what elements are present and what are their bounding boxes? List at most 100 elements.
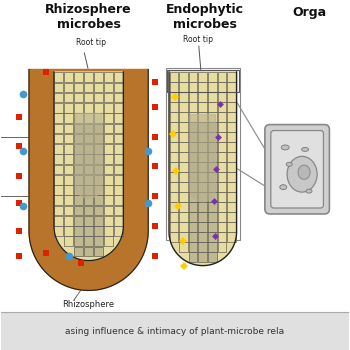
Bar <box>169 92 178 102</box>
Bar <box>218 212 226 222</box>
Bar <box>218 192 226 202</box>
Bar <box>54 113 63 123</box>
Bar <box>179 82 188 92</box>
Bar <box>94 237 103 246</box>
Bar <box>94 164 103 174</box>
Bar <box>84 175 93 184</box>
Bar <box>104 195 113 205</box>
Bar <box>218 132 226 142</box>
Bar <box>169 202 178 211</box>
Polygon shape <box>54 72 123 261</box>
Bar <box>228 232 236 241</box>
Bar <box>94 226 103 236</box>
Bar <box>228 222 236 232</box>
Bar <box>104 93 113 103</box>
Bar <box>198 132 207 142</box>
Text: Rhizosphere
microbes: Rhizosphere microbes <box>45 4 132 32</box>
Bar <box>54 93 63 103</box>
Bar <box>54 226 63 236</box>
Bar <box>208 142 217 152</box>
Bar <box>228 92 236 102</box>
Bar <box>94 154 103 164</box>
Bar <box>218 222 226 232</box>
Text: Rhizosphere: Rhizosphere <box>63 300 115 309</box>
Bar <box>54 216 63 226</box>
Bar <box>228 132 236 142</box>
Bar <box>189 182 197 191</box>
Bar <box>208 152 217 162</box>
Bar <box>179 192 188 202</box>
Ellipse shape <box>281 145 289 150</box>
Bar <box>228 212 236 222</box>
Bar <box>189 142 197 152</box>
Bar <box>189 192 197 202</box>
Bar <box>94 216 103 226</box>
Bar <box>104 103 113 113</box>
Bar <box>104 144 113 154</box>
Bar <box>189 72 197 82</box>
Bar <box>179 152 188 162</box>
Bar <box>114 124 123 133</box>
Bar <box>198 122 207 132</box>
Bar <box>84 113 93 123</box>
Bar <box>114 206 123 215</box>
Bar <box>198 212 207 222</box>
Bar <box>74 83 83 92</box>
Bar <box>167 70 239 92</box>
Bar <box>179 142 188 152</box>
Bar <box>104 185 113 195</box>
Bar <box>84 185 93 195</box>
Bar <box>94 185 103 195</box>
Bar <box>54 144 63 154</box>
Bar <box>218 72 226 82</box>
Bar <box>218 172 226 182</box>
Bar <box>114 134 123 143</box>
Bar <box>179 242 188 252</box>
Bar <box>94 247 103 256</box>
Bar <box>74 113 83 123</box>
Bar <box>104 83 113 92</box>
Bar <box>208 182 217 191</box>
Bar <box>114 93 123 103</box>
Bar <box>114 144 123 154</box>
Bar <box>179 122 188 132</box>
Bar <box>54 164 63 174</box>
Bar <box>64 216 73 226</box>
Bar <box>218 142 226 152</box>
Bar <box>94 144 103 154</box>
Bar <box>104 134 113 143</box>
Bar <box>218 102 226 112</box>
Bar <box>169 232 178 241</box>
Bar <box>198 102 207 112</box>
Bar <box>64 103 73 113</box>
Bar <box>74 216 83 226</box>
Bar <box>54 175 63 184</box>
Bar <box>114 185 123 195</box>
FancyBboxPatch shape <box>265 125 329 214</box>
Ellipse shape <box>287 156 317 192</box>
Bar <box>84 124 93 133</box>
Bar <box>74 164 83 174</box>
Bar <box>74 226 83 236</box>
Bar <box>198 242 207 252</box>
Bar <box>104 237 113 246</box>
Bar <box>208 202 217 211</box>
Bar <box>64 206 73 215</box>
Bar <box>208 112 217 121</box>
Bar <box>84 237 93 246</box>
Bar <box>198 142 207 152</box>
Bar <box>198 202 207 211</box>
Bar <box>166 68 239 240</box>
Bar <box>228 122 236 132</box>
Bar <box>228 102 236 112</box>
Bar <box>208 102 217 112</box>
Bar <box>228 202 236 211</box>
Bar <box>84 154 93 164</box>
Text: Endophytic
microbes: Endophytic microbes <box>166 4 244 32</box>
Bar <box>189 92 197 102</box>
Bar <box>198 92 207 102</box>
Bar <box>228 82 236 92</box>
Bar <box>208 132 217 142</box>
Bar <box>104 164 113 174</box>
Bar <box>94 93 103 103</box>
